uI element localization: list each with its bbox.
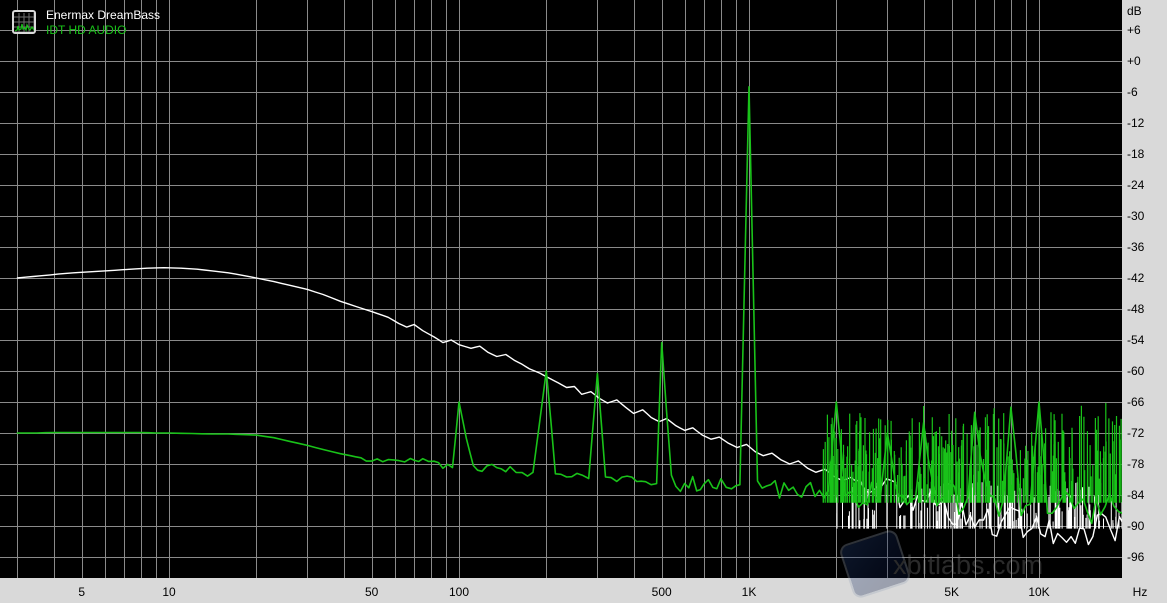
- legend-entry-green: IDT HD AUDIO: [46, 23, 127, 37]
- x-axis-tick-5K: 5K: [944, 585, 960, 599]
- y-axis-tick--36: -36: [1127, 240, 1145, 254]
- x-axis-tick-5: 5: [78, 585, 86, 599]
- x-axis-tick-100: 100: [448, 585, 470, 599]
- x-axis: 5 10 50 100 500 1K 5K 10K Hz: [0, 578, 1167, 603]
- x-axis-tick-10: 10: [162, 585, 176, 599]
- y-axis: dB +6 +0 -6 -12 -18 -24 -30 -36 -42 -48 -54 -60 -66 -7…: [1122, 0, 1167, 603]
- y-axis-tick--66: -66: [1127, 395, 1145, 409]
- x-axis-unit-label: Hz: [1132, 585, 1148, 599]
- legend-entry-white: Enermax DreamBass: [46, 8, 161, 22]
- legend-entries: Enermax DreamBass IDT HD AUDIO: [46, 8, 160, 38]
- y-axis-tick--48: -48: [1127, 302, 1145, 316]
- y-axis-tick--54: -54: [1127, 333, 1145, 347]
- y-axis-tick--96: -96: [1127, 550, 1145, 564]
- x-axis-tick-1K: 1K: [741, 585, 757, 599]
- x-axis-tick-500: 500: [651, 585, 672, 599]
- x-axis-tick-50: 50: [365, 585, 379, 599]
- y-axis-tick-p0: +0: [1127, 54, 1141, 68]
- y-axis-tick--60: -60: [1127, 364, 1145, 378]
- y-axis-tick--12: -12: [1127, 116, 1145, 130]
- spectrum-chart-icon: [12, 10, 36, 34]
- y-axis-tick--24: -24: [1127, 178, 1145, 192]
- y-axis-tick--42: -42: [1127, 271, 1145, 285]
- y-axis-tick--6: -6: [1127, 85, 1138, 99]
- y-axis-tick--72: -72: [1127, 426, 1145, 440]
- y-axis-tick--84: -84: [1127, 488, 1145, 502]
- y-axis-tick--78: -78: [1127, 457, 1145, 471]
- grid-lines: [0, 0, 1122, 578]
- y-axis-unit-label: dB: [1127, 4, 1142, 18]
- series-curves: [16, 86, 1122, 546]
- y-axis-tick--30: -30: [1127, 209, 1145, 223]
- y-axis-tick--18: -18: [1127, 147, 1145, 161]
- x-axis-tick-10K: 10K: [1028, 585, 1050, 599]
- y-axis-tick-p6: +6: [1127, 23, 1141, 37]
- y-axis-tick--90: -90: [1127, 519, 1145, 533]
